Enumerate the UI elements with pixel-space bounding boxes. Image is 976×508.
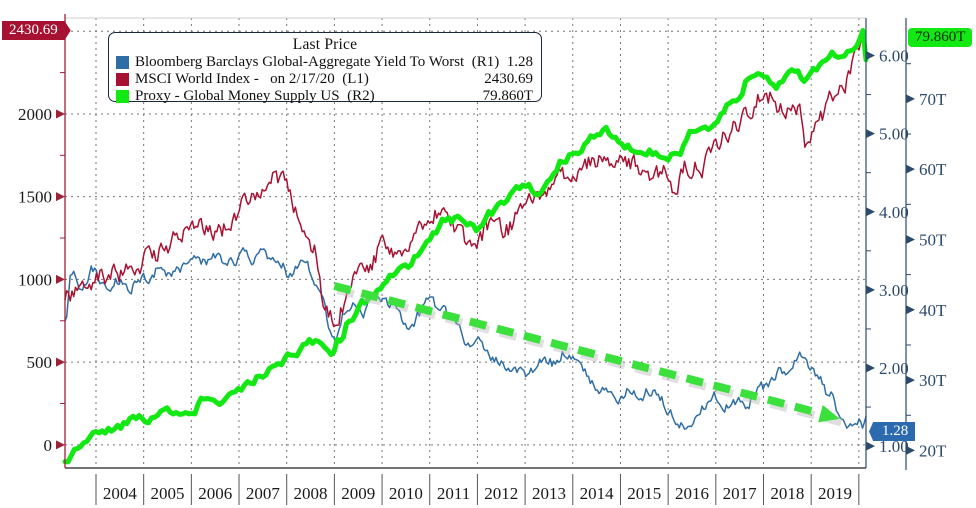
- trend-arrow-line: [333, 282, 827, 419]
- x-axis-tick-label: 2010: [389, 484, 423, 503]
- right-axis-r2-tick: [906, 445, 915, 455]
- legend-swatch-blue: [116, 56, 129, 69]
- x-axis-tick-label: 2016: [675, 484, 709, 503]
- right-axis-r2-tick-label: 50T: [919, 230, 947, 249]
- right-axis-r2-last-price-badge: 79.860T: [908, 28, 973, 47]
- trend-arrow-annotation: [333, 282, 844, 427]
- right-axis-r2-tick-label: 40T: [919, 301, 947, 320]
- right-axis-r2-tick: [906, 305, 915, 315]
- right-axis-r1-tick: [866, 51, 875, 60]
- x-axis-tick-label: 2004: [103, 484, 138, 503]
- legend-swatch-red: [116, 73, 129, 86]
- legend-value-yield: 1.28: [506, 54, 533, 70]
- left-axis-tick: [56, 192, 65, 202]
- x-axis-tick-label: 2013: [532, 484, 566, 503]
- legend-row-msci[interactable]: MSCI World Index - on 2/17/20 (L1) 2430.…: [109, 71, 541, 88]
- legend-row-yield[interactable]: Bloomberg Barclays Global-Aggregate Yiel…: [109, 54, 541, 71]
- left-axis: 05001000150020002500: [18, 14, 66, 468]
- chart-legend: Last Price Bloomberg Barclays Global-Agg…: [108, 32, 542, 105]
- left-axis-tick: [56, 440, 65, 450]
- x-axis-tick-label: 2014: [580, 484, 615, 503]
- right-axis-r1-tick-label: 2.00: [879, 359, 909, 378]
- x-axis-tick-label: 2011: [437, 484, 470, 503]
- legend-swatch-green: [116, 90, 129, 103]
- legend-value-money: 79.860T: [482, 88, 533, 104]
- right-axis-r2: 20T 30T 40T 50T 60T 70T: [905, 18, 947, 470]
- right-axis-r2-tick-label: 60T: [919, 160, 947, 179]
- series-line: [64, 247, 867, 430]
- legend-row-money[interactable]: Proxy - Global Money Supply US (R2) 79.8…: [109, 88, 541, 105]
- x-axis-tick-label: 2018: [770, 484, 804, 503]
- x-axis-tick-label: 2006: [198, 484, 232, 503]
- x-axis-tick-label: 2015: [627, 484, 661, 503]
- right-axis-r1-tick-label: 5.00: [879, 125, 909, 144]
- right-axis-r1-tick-label: 1.00: [879, 437, 909, 456]
- left-axis-tick: [56, 357, 65, 367]
- left-axis-last-price-badge: 2430.69: [2, 21, 71, 40]
- x-axis-tick-label: 2007: [246, 484, 281, 503]
- right-axis-r2-tick-label: 20T: [919, 441, 947, 460]
- left-axis-tick: [56, 274, 65, 284]
- right-axis-r1-tick-label: 6.00: [879, 47, 909, 66]
- right-axis-r1-tick: [866, 129, 875, 139]
- x-axis-tick-label: 2019: [818, 484, 852, 503]
- x-axis-tick-label: 2012: [484, 484, 518, 503]
- right-axis-r1-tick-label: 4.00: [879, 203, 909, 222]
- legend-title: Last Price: [292, 36, 358, 53]
- right-axis-r1-tick: [866, 363, 875, 373]
- right-axis-r1-tick-label: 3.00: [879, 281, 909, 300]
- series-line: [62, 28, 869, 465]
- right-axis-r1-tick: [866, 441, 875, 451]
- legend-label-yield: Bloomberg Barclays Global-Aggregate Yiel…: [135, 54, 500, 70]
- right-axis-r2-tick: [906, 94, 915, 104]
- x-axis-tick-label: 2017: [723, 484, 758, 503]
- right-axis-r2-tick: [906, 164, 915, 174]
- series-line: [64, 36, 867, 328]
- right-axis-r2-tick-label: 70T: [919, 90, 947, 109]
- trend-arrow-head: [818, 404, 840, 423]
- left-axis-tick-label: 1500: [18, 188, 52, 207]
- legend-value-msci: 2430.69: [484, 71, 533, 87]
- right-axis-r1-tick: [866, 285, 875, 295]
- x-axis-tick-label: 2009: [341, 484, 375, 503]
- legend-label-msci: MSCI World Index - on 2/17/20 (L1): [135, 71, 369, 87]
- x-axis-tick-label: 2008: [294, 484, 328, 503]
- right-axis-r2-tick-label: 30T: [919, 371, 947, 390]
- legend-label-money: Proxy - Global Money Supply US (R2): [135, 88, 375, 104]
- right-axis-r2-tick: [906, 234, 915, 244]
- left-axis-tick-label: 1000: [18, 270, 52, 289]
- x-axis: 2004 2005 2006 2007 2008 2009 2010 2011 2012 2013…: [95, 474, 860, 505]
- right-axis-r2-tick: [906, 375, 915, 385]
- right-axis-r1: 1.00 2.00 3.00 4.00 5.00 6.00: [866, 47, 909, 456]
- left-axis-tick: [56, 109, 65, 119]
- gridlines: [65, 18, 866, 468]
- left-axis-tick-label: 500: [27, 353, 53, 372]
- left-axis-tick-label: 0: [44, 436, 53, 455]
- left-axis-tick-label: 2000: [18, 105, 52, 124]
- right-axis-r1-tick: [866, 207, 875, 217]
- right-axis-r1-last-price-badge: 1.28: [869, 422, 916, 441]
- x-axis-tick-label: 2005: [151, 484, 185, 503]
